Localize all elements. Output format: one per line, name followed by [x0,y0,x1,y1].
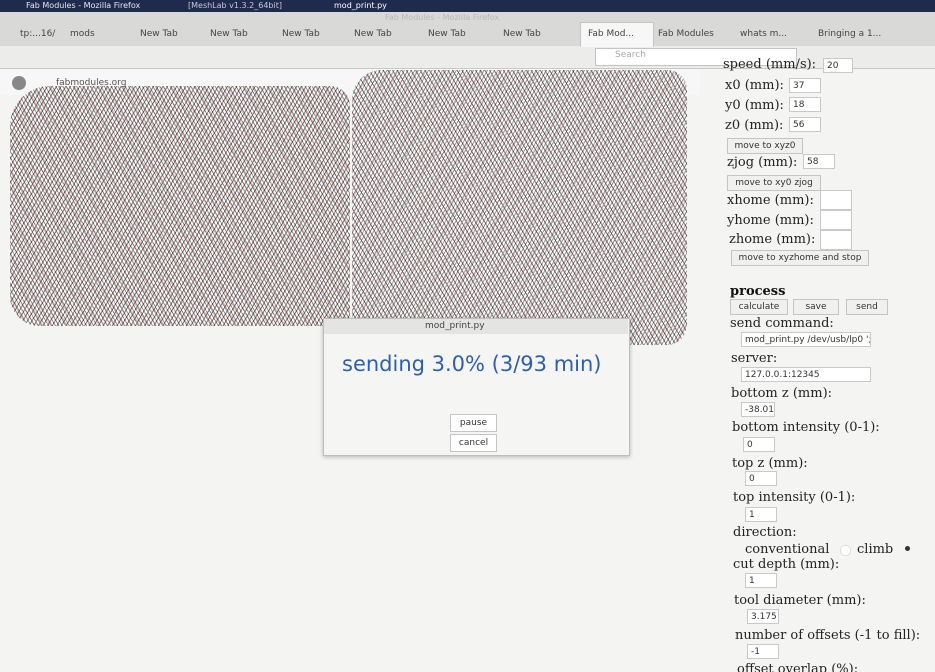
dialog-titlebar [324,319,628,334]
url[interactable]: fabmodules.org [56,78,127,88]
button[interactable]: move to xy0 zjog [727,175,821,191]
field-input[interactable]: 1 [745,507,777,522]
browser-tab[interactable]: Fab Mod... [588,29,635,39]
toolpath-preview [352,70,687,345]
browser-tab[interactable]: whats m... [740,29,788,39]
field-label: send command: [730,316,834,331]
browser-tab[interactable]: New Tab [210,29,248,39]
button[interactable]: calculate [730,299,788,315]
window-title: Fab Modules - Mozilla Firefox [385,13,500,22]
radio-label: conventional [745,542,830,557]
browser-tab[interactable]: Bringing a 1... [818,29,882,39]
field-label: number of offsets (-1 to fill): [735,628,921,643]
browser-tab[interactable]: mods [70,29,95,39]
section-heading: process [730,284,786,299]
button[interactable]: send [846,299,888,315]
tab-strip [0,12,935,46]
field-label: bottom z (mm): [731,386,833,401]
field-label: xhome (mm): [727,193,814,208]
field-input[interactable]: -38.01 [741,402,775,417]
field-input[interactable]: mod_print.py /dev/usb/lp0 '; [741,332,871,347]
field-input[interactable]: 18 [789,97,821,112]
field-label: bottom intensity (0-1): [732,420,880,435]
toolpath-preview [10,86,350,326]
taskbar-item[interactable]: Fab Modules - Mozilla Firefox [26,1,141,10]
field-input[interactable]: 0 [743,437,775,452]
field-input[interactable]: 37 [789,78,821,93]
active-tab[interactable] [580,22,654,47]
browser-tab[interactable]: New Tab [282,29,320,39]
field-input[interactable]: 127.0.0.1:12345 [741,367,871,382]
field-input[interactable]: 58 [803,154,835,169]
dialog-button[interactable]: cancel [450,434,497,452]
field-label: direction: [733,525,797,540]
field-label: speed (mm/s): [723,57,817,72]
field-input[interactable] [820,210,852,230]
field-input[interactable]: 0 [745,471,777,486]
button[interactable]: save [793,299,839,315]
field-input[interactable]: 1 [745,573,777,588]
dialog-button[interactable]: pause [450,414,497,432]
field-label: zhome (mm): [729,232,816,247]
taskbar-item[interactable]: mod_print.py [334,1,387,10]
browser-tab[interactable]: tp:...16/ [20,29,56,39]
field-label: x0 (mm): [725,78,784,93]
radio-button[interactable] [905,546,910,551]
back-button[interactable] [12,76,26,90]
field-input[interactable]: 56 [789,117,821,132]
radio-button[interactable] [840,545,851,556]
dialog [323,318,630,456]
field-label: zjog (mm): [727,155,798,170]
field-input[interactable]: 3.175 [747,609,779,624]
field-label: tool diameter (mm): [734,593,866,608]
dialog-message: sending 3.0% (3/93 min) [342,352,602,376]
field-label: z0 (mm): [725,118,784,133]
field-label: offset overlap (%): [737,662,859,672]
dialog-controls[interactable] [577,318,622,330]
field-input[interactable]: 20 [823,58,853,73]
field-input[interactable] [820,230,852,250]
browser-tab[interactable]: New Tab [140,29,178,39]
field-label: yhome (mm): [727,213,814,228]
button[interactable]: move to xyz0 [727,138,803,154]
search-placeholder: Search [615,50,646,60]
taskbar-item[interactable]: [MeshLab v1.3.2_64bit] [188,1,282,10]
radio-label: climb [857,542,894,557]
browser-tab[interactable]: New Tab [428,29,466,39]
field-input[interactable]: -1 [747,644,779,659]
field-label: y0 (mm): [725,98,784,113]
field-label: server: [731,351,778,366]
field-input[interactable] [820,190,852,210]
browser-tab[interactable]: New Tab [503,29,541,39]
dialog-title: mod_print.py [425,321,485,331]
field-label: top intensity (0-1): [733,490,856,505]
button[interactable]: move to xyzhome and stop [731,250,869,266]
taskbar [0,0,935,12]
field-label: top z (mm): [732,456,808,471]
search-box[interactable] [595,48,797,66]
field-label: cut depth (mm): [733,557,840,572]
browser-tab[interactable]: New Tab [354,29,392,39]
browser-tab[interactable]: Fab Modules [658,29,714,39]
